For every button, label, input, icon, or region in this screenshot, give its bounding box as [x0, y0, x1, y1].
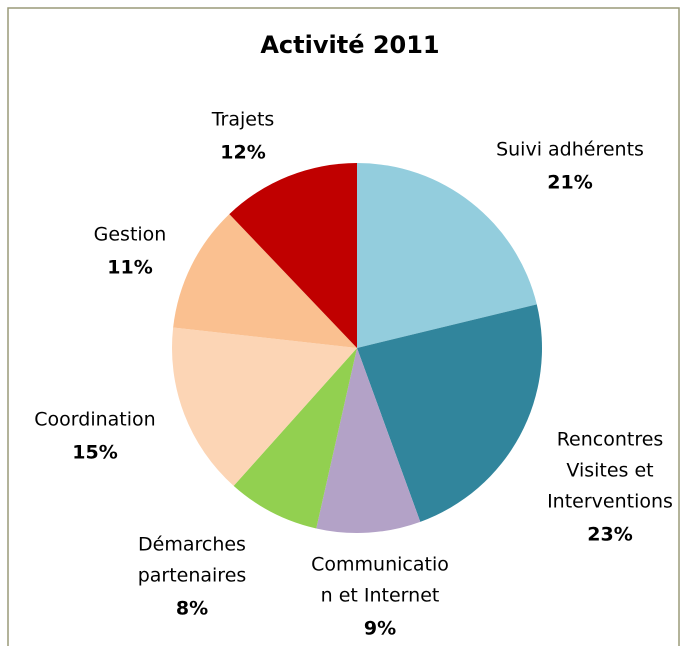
- slice-value-label: 23%: [587, 524, 632, 546]
- slice-label: Interventions: [547, 491, 673, 513]
- pie-slice: [357, 304, 543, 522]
- slice-label: Coordination: [34, 409, 155, 431]
- pie-slice: [171, 327, 357, 486]
- slice-label: Gestion: [94, 224, 167, 246]
- pie-slice: [229, 163, 357, 348]
- slice-value-label: 11%: [107, 257, 152, 279]
- pie-slice: [233, 348, 357, 529]
- slice-value-label: 21%: [547, 172, 592, 194]
- slice-label: Communicatio: [311, 554, 449, 576]
- slice-value-label: 8%: [176, 598, 208, 620]
- slice-value-label: 15%: [72, 442, 117, 464]
- slice-value-label: 12%: [220, 142, 265, 164]
- pie-slice: [173, 214, 357, 348]
- slice-label: Suivi adhérents: [496, 139, 644, 161]
- pie-slice: [316, 348, 421, 534]
- slice-label: Trajets: [211, 109, 275, 131]
- slice-label: n et Internet: [321, 585, 440, 607]
- chart-title: Activité 2011: [260, 31, 439, 59]
- pie-slice: [357, 163, 537, 348]
- slice-label: partenaires: [138, 565, 247, 587]
- slice-label: Rencontres: [557, 429, 664, 451]
- slice-value-label: 9%: [364, 618, 396, 640]
- slice-label: Visites et: [566, 460, 653, 482]
- slice-label: Démarches: [138, 534, 246, 556]
